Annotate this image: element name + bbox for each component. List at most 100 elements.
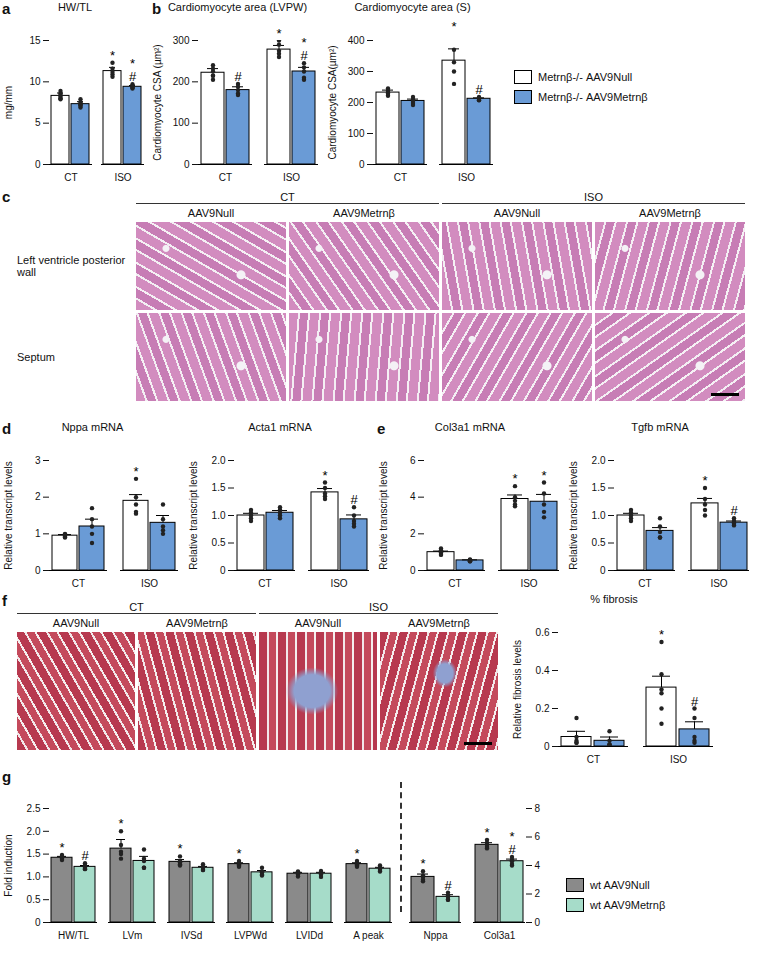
svg-text:0: 0 [359,159,365,170]
svg-text:1.5: 1.5 [27,848,41,859]
svg-text:CT: CT [258,578,271,589]
svg-text:0.5: 0.5 [592,537,606,548]
svg-text:200: 200 [173,76,190,87]
svg-text:#: # [691,694,699,709]
svg-text:0: 0 [535,917,541,928]
svg-text:0: 0 [600,565,606,576]
svg-text:Relative transcript levels: Relative transcript levels [378,461,389,569]
svg-text:100: 100 [348,128,365,139]
svg-text:2.5: 2.5 [27,803,41,814]
svg-text:IVSd: IVSd [181,930,203,941]
svg-text:Col3a1: Col3a1 [484,930,516,941]
svg-text:CT: CT [64,172,77,183]
svg-text:*: * [59,840,64,855]
svg-text:ISO: ISO [114,172,131,183]
svg-text:200: 200 [348,97,365,108]
svg-text:*: * [512,471,517,486]
svg-text:Cardiomyocyte CSA(µm²): Cardiomyocyte CSA(µm²) [327,45,338,159]
svg-text:ISO: ISO [520,578,537,589]
svg-text:#: # [475,82,483,97]
svg-text:CT: CT [587,754,600,765]
svg-text:8: 8 [535,803,541,814]
svg-text:*: * [276,26,281,41]
svg-text:100: 100 [173,117,190,128]
svg-text:#: # [234,69,242,84]
svg-text:0.2: 0.2 [536,703,550,714]
svg-text:0.5: 0.5 [27,894,41,905]
svg-text:Nppa: Nppa [424,930,448,941]
svg-text:0.5: 0.5 [212,537,226,548]
svg-text:2.0: 2.0 [27,826,41,837]
svg-text:CT: CT [219,172,232,183]
svg-text:1.0: 1.0 [592,510,606,521]
svg-text:CT: CT [72,578,85,589]
svg-text:0.6: 0.6 [536,627,550,638]
svg-text:6: 6 [535,831,541,842]
svg-text:A peak: A peak [353,930,385,941]
svg-text:*: * [702,473,707,488]
svg-text:*: * [177,841,182,856]
svg-text:LVPWd: LVPWd [234,930,267,941]
svg-text:2: 2 [535,888,541,899]
svg-text:Relative fibrosis levels: Relative fibrosis levels [512,640,523,739]
svg-text:#: # [81,848,89,863]
svg-text:15: 15 [29,35,41,46]
svg-text:Relative transcript levels: Relative transcript levels [568,461,579,569]
svg-text:300: 300 [348,66,365,77]
svg-text:10: 10 [29,76,41,87]
svg-text:*: * [110,48,115,63]
svg-text:#: # [444,878,452,893]
svg-text:*: * [354,846,359,861]
svg-text:*: * [659,627,664,642]
svg-text:*: * [484,825,489,840]
svg-text:LVm: LVm [123,930,143,941]
svg-text:1.0: 1.0 [212,510,226,521]
svg-text:*: * [322,468,327,483]
svg-text:6: 6 [410,455,416,466]
svg-text:CT: CT [448,578,461,589]
svg-text:0: 0 [35,159,41,170]
svg-text:0: 0 [220,565,226,576]
svg-text:1: 1 [35,528,41,539]
svg-text:0.4: 0.4 [536,665,550,676]
svg-text:ISO: ISO [670,754,687,765]
svg-text:5: 5 [35,117,41,128]
svg-text:2.0: 2.0 [212,455,226,466]
svg-text:1.5: 1.5 [212,482,226,493]
svg-text:3: 3 [35,455,41,466]
svg-text:400: 400 [348,35,365,46]
svg-text:300: 300 [173,35,190,46]
svg-text:CT: CT [638,578,651,589]
svg-text:0: 0 [410,565,416,576]
svg-text:*: * [541,468,546,483]
svg-text:*#: *# [129,56,137,84]
svg-text:Cardiomyocyte CSA (µm²): Cardiomyocyte CSA (µm²) [152,44,163,160]
svg-text:0: 0 [544,741,550,752]
svg-text:*: * [420,856,425,871]
svg-text:2: 2 [35,491,41,502]
svg-text:#: # [350,492,358,507]
svg-text:ISO: ISO [458,172,475,183]
svg-text:HW/TL: HW/TL [58,930,90,941]
svg-text:*: * [451,19,456,34]
svg-text:2: 2 [410,528,416,539]
svg-text:*: * [236,846,241,861]
svg-text:0: 0 [184,159,190,170]
svg-text:ISO: ISO [141,578,158,589]
svg-text:1.0: 1.0 [27,871,41,882]
svg-text:#: # [730,503,738,518]
svg-text:ISO: ISO [710,578,727,589]
svg-text:ISO: ISO [283,172,300,183]
svg-text:mg/mm: mg/mm [3,86,14,119]
svg-text:0: 0 [35,565,41,576]
svg-text:2.0: 2.0 [592,455,606,466]
svg-text:*#: *# [300,35,308,63]
svg-text:Relative transcript levels: Relative transcript levels [188,461,199,569]
svg-text:4: 4 [410,491,416,502]
svg-text:0: 0 [35,917,41,928]
svg-text:Relative transcript levels: Relative transcript levels [3,461,14,569]
svg-text:*: * [133,464,138,479]
svg-text:ISO: ISO [330,578,347,589]
svg-text:Fold induction: Fold induction [3,834,14,896]
svg-text:*: * [118,816,123,831]
